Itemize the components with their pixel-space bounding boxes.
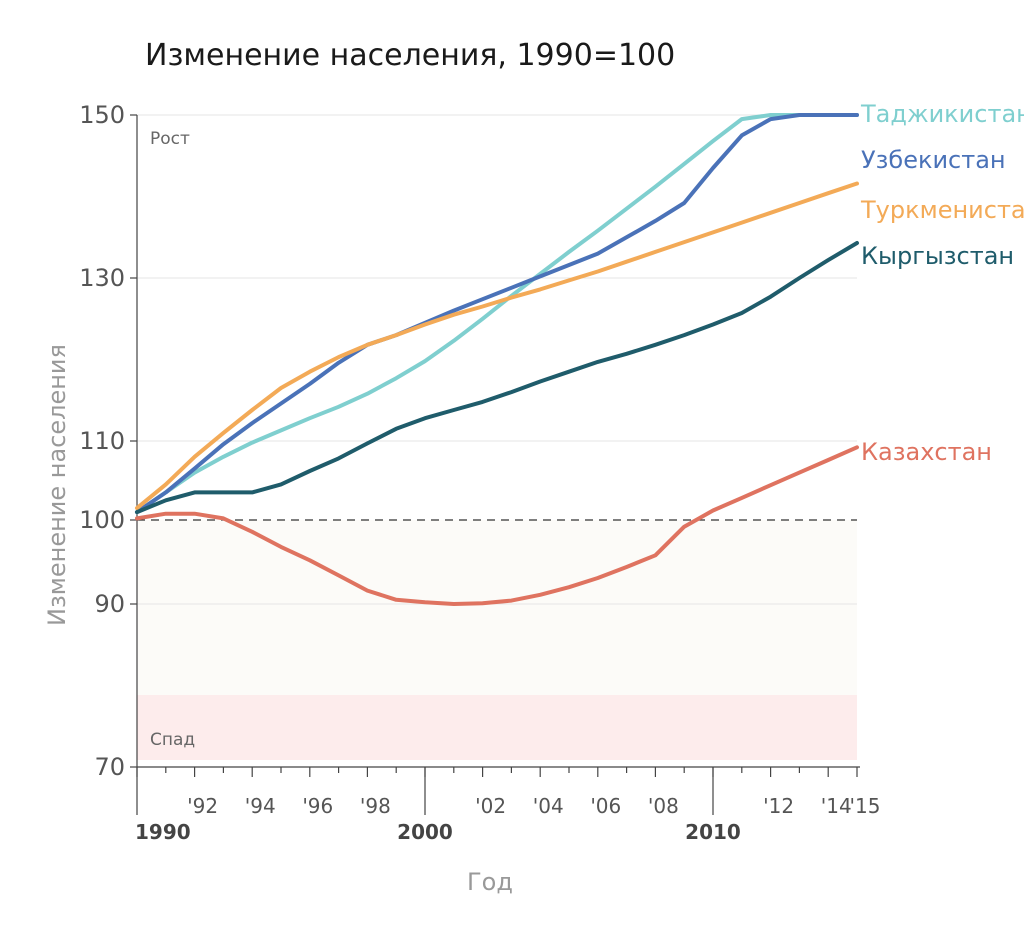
y-tick-label: 150 [79, 101, 125, 129]
x-tick-label: 2010 [685, 820, 741, 844]
x-tick-label: '12 [763, 794, 794, 818]
y-tick-label: 130 [79, 264, 125, 292]
x-tick-label: 1990 [135, 820, 191, 844]
series-line-0 [135, 113, 859, 515]
x-axis-title: Год [467, 868, 513, 896]
series-label: Казахстан [861, 438, 992, 466]
x-tick-label: '94 [245, 794, 276, 818]
series-line-3 [135, 241, 859, 515]
series-labels: Таджикистан Узбекистан Туркменистан Кыргызс… [860, 100, 1024, 466]
series-label: Таджикистан [860, 100, 1024, 128]
y-tick-label: 110 [79, 427, 125, 455]
x-tick-label: 2000 [397, 820, 453, 844]
x-tick-label: '96 [302, 794, 333, 818]
series-label: Туркменистан [860, 196, 1024, 224]
y-tick-label: 100 [79, 506, 125, 534]
series-label: Узбекистан [861, 146, 1006, 174]
decline-zone-label: Спад [150, 730, 195, 750]
x-tick-label: '08 [648, 794, 679, 818]
growth-zone-label: Рост [150, 129, 190, 149]
y-axis: 150 130 110 100 90 70 [79, 101, 138, 781]
x-tick-label: '04 [533, 794, 564, 818]
y-tick-label: 90 [94, 590, 125, 618]
series-line-4 [135, 445, 859, 606]
below-baseline-zone [137, 520, 857, 695]
x-tick-label: '92 [187, 794, 218, 818]
decline-zone-band [137, 695, 857, 760]
x-tick-label: '15 [850, 794, 881, 818]
x-tick-label: '02 [475, 794, 506, 818]
x-tick-label: '14 [821, 794, 852, 818]
x-tick-label: '98 [360, 794, 391, 818]
series-label: Кыргызстан [861, 242, 1014, 270]
x-tick-label: '06 [590, 794, 621, 818]
y-axis-title: Изменение населения [43, 344, 71, 626]
series-lines [135, 113, 859, 606]
chart-title: Изменение населения, 1990=100 [145, 38, 675, 73]
series-line-2 [135, 181, 859, 511]
y-tick-label: 70 [94, 753, 125, 781]
series-line-1 [135, 113, 859, 515]
